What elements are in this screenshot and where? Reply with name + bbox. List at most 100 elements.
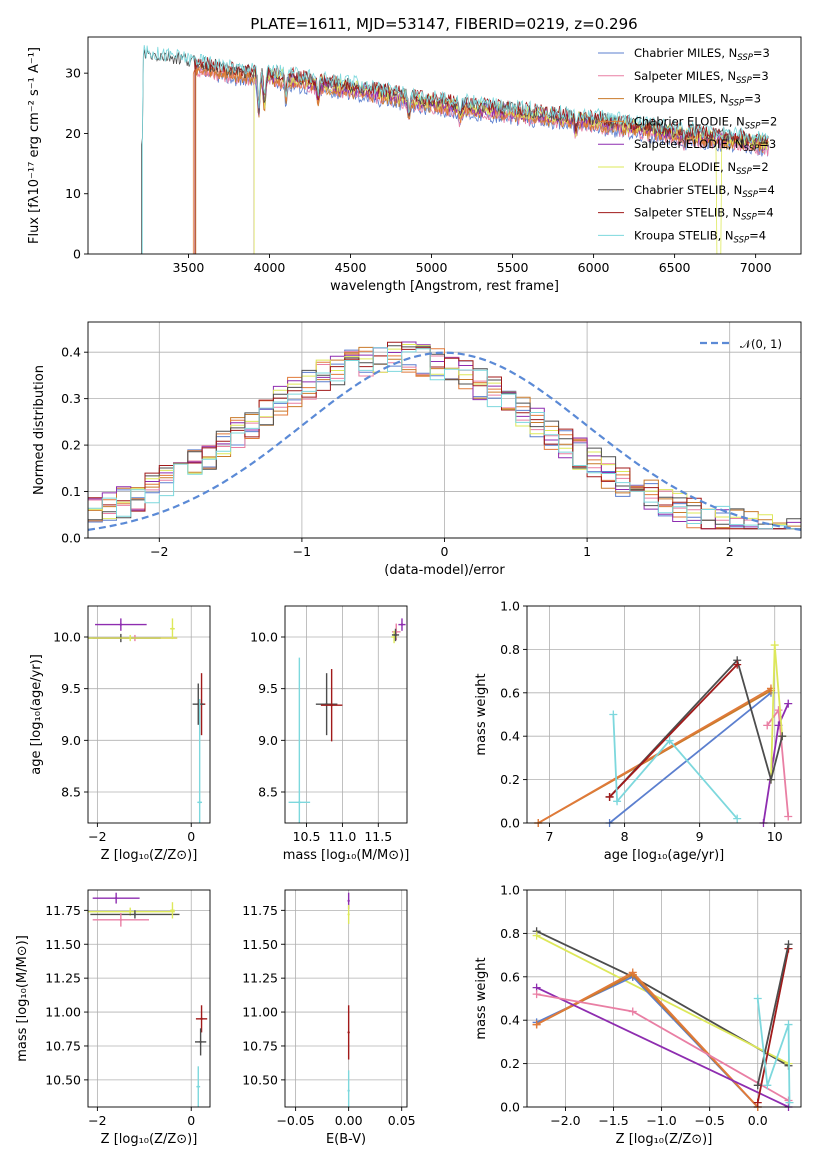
plus-marker [733,814,742,823]
x-axis-label: Z [log₁₀(Z/Z⊙)] [101,848,198,863]
legend-entry: Kroupa MILES, NSSP=3 [634,92,761,109]
y-tick-label: 1.0 [500,883,520,898]
histogram-krou_stelib [88,347,801,530]
data-point [347,1031,350,1034]
x-tick-label: 0.00 [335,1113,363,1128]
x-tick-label: 7 [546,829,554,844]
y-tick-label: 8.5 [258,785,278,800]
data-point [199,1040,202,1044]
axes-frame [87,889,211,1108]
weight-line-chab_miles [609,692,772,823]
x-tick-label: 8 [621,829,629,844]
x-tick-label: −2 [88,829,106,844]
x-tick-label: 6000 [578,260,610,275]
plus-marker [784,940,793,949]
weight-vs-metallicity-panel: −2.0 −1.5 −1.0 −0.5 0.0 0.0 0.2 0.4 0.6 0.8 1.0 Z [… [474,883,802,1147]
data-point [394,633,397,637]
x-tick-label: −1.0 [646,1113,676,1128]
x-tick-label: 5500 [497,260,529,275]
y-tick-label: 0.8 [500,642,520,657]
y-axis-label: mass weight [474,957,489,1039]
plus-marker [784,699,793,708]
axes-frame [526,889,802,1108]
y-tick-label: 8.5 [61,785,81,800]
residuals-panel: −2 −1 0 1 2 0.0 0.1 0.2 0.3 0.4 (data-model)/error… [32,321,802,578]
histogram-salp_miles [88,350,801,530]
weight-vs-age-panel: 7 8 9 10 0.0 0.2 0.4 0.6 0.8 1.0 age [log₁₀(age/yr… [474,599,802,863]
x-tick-label: 11.0 [328,829,356,844]
x-tick-label: 7000 [740,260,772,275]
x-tick-label: 0.0 [748,1113,768,1128]
x-tick-label: 0 [441,544,449,559]
data-point [400,623,404,626]
x-tick-label: 2 [726,544,734,559]
x-tick-label: 3500 [173,260,205,275]
histogram-salp_stelib [88,341,801,530]
data-point [198,801,201,804]
x-tick-label: 5000 [416,260,448,275]
y-tick-label: 0.2 [500,1056,520,1071]
plus-marker [733,660,742,669]
plus-marker [532,990,541,999]
y-tick-label: 10 [65,186,81,201]
x-axis-label: E(B-V) [326,1132,366,1147]
axes-frame [87,605,211,824]
y-tick-label: 0.0 [500,1100,520,1115]
plus-marker [785,1098,794,1107]
legend-entry: Chabrier STELIB, NSSP=4 [634,183,775,200]
data-point [171,909,174,912]
x-tick-label: −2 [150,544,168,559]
plus-marker [605,792,614,801]
spectrum-panel: 3500 4000 4500 5000 5500 6000 6500 7000 0 10 20 30 w… [27,15,802,294]
y-tick-label: 11.00 [242,1005,278,1020]
data-point [330,704,333,707]
plus-marker [628,1007,637,1016]
x-tick-label: 4000 [254,260,286,275]
y-tick-label: 0.2 [61,438,81,453]
y-tick-label: 0.4 [500,729,520,744]
y-tick-label: 0.3 [61,391,81,406]
x-tick-label: 11.5 [364,829,392,844]
spectrum-line-salp_stelib [194,57,769,254]
y-tick-label: 0 [73,247,81,262]
x-tick-label: 0.05 [388,1113,416,1128]
weight-line-chab_elodie [537,687,772,823]
data-point [129,910,132,913]
x-axis-label: (data-model)/error [384,563,505,578]
weight-line-krou_stelib [756,998,791,1103]
x-axis-label: Z [log₁₀(Z/Z⊙)] [101,1132,198,1147]
legend-entry: Kroupa ELODIE, NSSP=2 [634,160,769,177]
legend-entry: Chabrier ELODIE, NSSP=2 [634,114,777,131]
y-axis-label: mass [log₁₀(M/M⊙)] [15,935,30,1062]
y-tick-label: 10.50 [45,1072,81,1087]
data-point [171,627,174,630]
data-point [347,1089,350,1092]
y-tick-label: 11.75 [242,903,278,918]
y-tick-label: 11.50 [242,937,278,952]
x-tick-label: 0 [187,829,195,844]
x-tick-label: 10 [767,829,783,844]
weight-line-chab_miles [536,975,759,1107]
x-tick-label: −0.5 [694,1113,724,1128]
x-tick-label: 1 [583,544,591,559]
plus-marker [753,1081,762,1090]
y-tick-label: 0.4 [500,1013,520,1028]
x-tick-label: 6500 [659,260,691,275]
plus-marker [609,710,618,719]
data-point [119,918,123,922]
plus-marker [613,797,622,806]
plus-marker [778,732,787,741]
weight-line-salp_stelib [756,948,790,1103]
legend-entry: Salpeter STELIB, NSSP=4 [634,206,774,223]
y-tick-label: 10.0 [53,630,81,645]
axes-frame [526,605,802,824]
x-tick-label: 4500 [335,260,367,275]
plus-marker [665,736,674,745]
y-tick-label: 0.0 [61,531,81,546]
weight-line-salp_stelib [608,663,738,798]
y-tick-label: 10.50 [242,1072,278,1087]
y-axis-label: Normed distribution [32,365,47,495]
plus-marker [753,1098,762,1107]
legend-entry: 𝒩(0, 1) [740,337,782,351]
